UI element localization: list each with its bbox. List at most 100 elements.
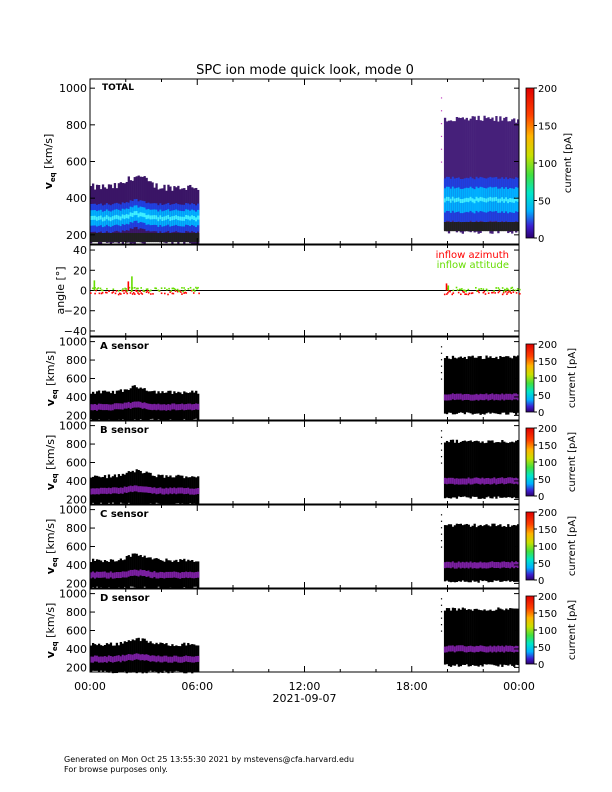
angle-point [512,291,515,293]
data-column-core [191,656,194,663]
angle-point [101,289,104,292]
data-column-peak [95,216,99,221]
panel-label: TOTAL [102,83,134,93]
data-column-core [469,645,472,652]
data-column-core [447,394,451,401]
angle-point [169,291,171,293]
angle-point [192,288,195,291]
data-column-core [173,571,176,578]
data-column-envelope [477,525,480,583]
data-column-peak [137,213,140,218]
data-column-core [187,656,190,663]
legend-entry: inflow azimuth [436,250,509,261]
colorbar [525,87,535,239]
data-column-core [123,655,126,662]
data-column-core [493,645,496,652]
data-column-floor [99,233,103,243]
outlier-dot [440,598,443,600]
angle-point [114,292,117,295]
angle-point [512,288,515,291]
data-column-core [153,487,156,494]
data-column-envelope [443,117,447,231]
angle-point [491,291,493,294]
angle-point [129,292,132,294]
y-tick-label: 1000 [59,504,87,517]
angle-point [195,286,197,289]
angle-point [132,291,135,294]
data-column-envelope [495,609,498,666]
y-tick-label: 800 [66,522,87,535]
angle-point [465,290,467,293]
data-column-floor [163,233,166,243]
data-column-core [147,486,150,493]
data-column-core [137,486,140,493]
data-column-core [495,646,498,653]
data-column-core [197,655,200,662]
angle-point [172,287,175,290]
data-column-envelope [447,524,451,582]
data-column-envelope [469,526,472,583]
data-column-envelope [511,358,514,413]
data-column-floor [173,233,176,243]
outlier-dot [440,611,443,613]
data-column-core [463,646,466,653]
angle-point [101,291,104,294]
angle-point [482,288,485,290]
data-column-core [501,561,504,568]
data-column-floor [161,233,164,243]
y-tick-label: 800 [66,119,87,132]
data-column-core [187,403,190,410]
data-column-core [113,403,117,410]
data-column-peak [483,198,486,203]
data-column-core [455,478,459,485]
data-column-envelope [507,524,510,581]
data-column-core [151,487,154,494]
data-column-envelope [485,442,488,498]
data-column-floor [93,233,97,243]
data-column-core [481,645,484,652]
data-column-floor [459,222,463,232]
angle-point [111,292,114,294]
data-column-core [505,645,508,652]
data-column-core [455,393,459,400]
data-column-peak [115,214,119,219]
data-column-floor [131,233,134,243]
data-column-core [459,562,463,569]
angle-point [467,293,470,296]
data-column-envelope [505,526,508,582]
angle-point [503,288,506,291]
data-column-envelope [495,442,498,499]
data-column-envelope [445,440,449,498]
angle-point [115,290,118,292]
angle-point [510,292,513,294]
data-column-envelope [451,121,455,231]
data-column-core [131,654,134,661]
y-tick-label: 400 [66,475,87,488]
data-column-envelope [461,357,464,413]
data-column-core [483,394,486,401]
data-column-core [477,646,480,653]
angle-point [117,289,120,292]
data-column-envelope [481,526,484,582]
colorbar-tick-label: 50 [538,643,551,654]
data-column-core [491,478,494,485]
angle-point [124,287,126,290]
angle-point [505,290,507,293]
data-column-core [191,488,194,495]
angle-point [100,289,103,292]
data-column-floor [151,233,154,243]
data-column-peak [189,216,192,221]
data-column-peak [103,216,107,221]
data-column-core [467,477,470,484]
data-column-envelope [465,441,468,498]
data-column-peak [155,215,158,220]
angle-point [112,288,115,291]
data-column-peak [193,216,196,221]
data-column-floor [451,222,455,232]
outlier-dot [440,449,443,451]
data-column-core [135,485,138,492]
data-column-core [451,561,455,568]
angle-point [118,292,121,295]
data-column-envelope [467,120,470,232]
data-column-core [495,393,498,400]
